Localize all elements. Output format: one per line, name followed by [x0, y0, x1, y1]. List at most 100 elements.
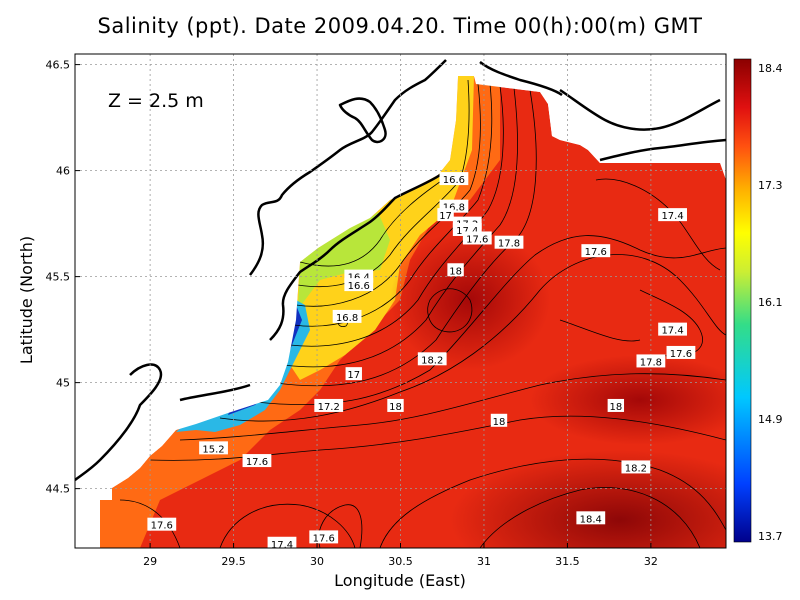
contour-label-text: 16.8: [443, 203, 465, 214]
contour-label-bg: [345, 367, 362, 381]
colorbar-tick-label: 14.9: [758, 413, 783, 426]
contour-label-text: 18: [449, 266, 462, 277]
contour-label: 18: [607, 398, 625, 413]
contour-label-text: 18: [389, 402, 402, 413]
contour-label-text: 17.6: [246, 457, 268, 468]
contour-label: 17.4: [658, 208, 687, 222]
x-tick-label: 32: [644, 555, 658, 568]
salinity-field: [75, 54, 726, 548]
contour-label: 17.4: [267, 536, 297, 551]
contour-label-bg: [607, 398, 625, 412]
contour-label-bg: [314, 398, 344, 412]
contour-label: 18.4: [576, 511, 606, 525]
contour-label-bg: [199, 441, 228, 455]
contour-label-bg: [462, 231, 492, 245]
contour-label-text: 17.6: [585, 247, 607, 258]
colorbar-tick-label: 13.7: [758, 530, 783, 543]
y-tick-labels: 46.5 46 45.5 45 44.5: [46, 59, 80, 496]
y-tick-label: 45.5: [46, 271, 71, 284]
colorbar-tick-label: 18.4: [758, 62, 783, 75]
contour-label-bg: [576, 511, 606, 525]
x-tick-label: 30.5: [388, 555, 413, 568]
map-title: Salinity (ppt). Date 2009.04.20. Time 00…: [97, 14, 703, 38]
contour-label-text: 17: [347, 370, 360, 381]
x-tick-label: 31.5: [555, 555, 580, 568]
contour-label-bg: [267, 536, 297, 550]
contour-label: 17.6: [242, 454, 272, 468]
contour-label-bg: [581, 244, 611, 258]
contour-label-bg: [332, 309, 362, 323]
contour-label: 16.8: [332, 309, 362, 324]
contour-label-text: 16.6: [348, 281, 370, 292]
contour-label: 17.2: [314, 398, 344, 413]
contour-label-text: 17.2: [318, 402, 340, 413]
high-salinity-south: [450, 450, 726, 548]
contour-label-bg: [147, 517, 177, 531]
contour-label-bg: [666, 345, 696, 359]
contour-label-text: 17.8: [498, 239, 520, 250]
contour-label-text: 17.6: [670, 349, 692, 360]
x-tick-label: 30: [310, 555, 324, 568]
colorbar-tick-label: 17.3: [758, 179, 783, 192]
contour-label-text: 16.6: [443, 175, 465, 186]
contour-label-text: 15.2: [202, 444, 224, 455]
contour-label-layer: 16.616.81717.217.417.617.81816.416.616.8…: [147, 172, 696, 551]
contour-label-bg: [439, 172, 469, 186]
contour-label: 17.8: [494, 235, 524, 250]
contour-label: 17.8: [636, 354, 666, 368]
contour-lines: [119, 79, 726, 548]
colorbar-tick-label: 16.1: [758, 296, 783, 309]
x-axis-label: Longitude (East): [334, 571, 466, 590]
contour-label-bg: [490, 413, 508, 427]
contour-label-bg: [417, 352, 447, 366]
contour-label: 17: [437, 208, 454, 222]
contour-label-bg: [658, 322, 687, 336]
contour-label-text: 16.8: [336, 313, 358, 324]
contour-label-text: 18.2: [421, 355, 443, 366]
y-axis-label: Latitude (North): [17, 236, 36, 364]
contour-label-text: 18.4: [580, 514, 602, 525]
y-tick-label: 46.5: [46, 59, 71, 72]
depth-label: Z = 2.5 m: [108, 90, 204, 112]
contour-label-bg: [309, 530, 339, 544]
land-west: [75, 54, 458, 548]
contour-label-text: 17.4: [661, 211, 683, 222]
contour-label: 16.6: [439, 172, 469, 186]
x-tick-labels: 29 29.5 30 30.5 31 31.5 32: [143, 543, 658, 568]
colorbar: [733, 58, 752, 543]
contour-label-text: 17.4: [271, 540, 293, 551]
contour-label-bg: [447, 263, 464, 277]
contour-label-bg: [636, 354, 666, 368]
contour-label-bg: [437, 208, 454, 222]
grid-lines: [75, 54, 726, 548]
x-tick-label: 29: [143, 555, 157, 568]
contour-label-bg: [658, 208, 687, 222]
contour-label: 16.6: [344, 278, 374, 292]
contour-label-text: 17.6: [466, 234, 488, 245]
contour-label: 18: [387, 398, 404, 413]
contour-label: 17.6: [581, 244, 611, 258]
land-north-east: [474, 54, 726, 163]
contour-label-text: 17.4: [661, 326, 683, 337]
contour-label: 17.6: [666, 345, 696, 360]
contour-label-bg: [494, 235, 524, 249]
contour-label-text: 18.2: [625, 463, 647, 474]
contour-label-text: 17.8: [640, 357, 662, 368]
contour-label-text: 17: [439, 211, 452, 222]
y-tick-label: 44.5: [46, 483, 71, 496]
contour-label: 18: [490, 413, 508, 428]
y-tick-label: 46: [56, 165, 70, 178]
contour-label: 17.6: [309, 530, 339, 544]
land: [75, 54, 726, 548]
coastline: [75, 59, 726, 481]
contour-label-text: 17.6: [151, 521, 173, 532]
high-salinity-east: [530, 355, 726, 445]
contour-label: 17.4: [658, 322, 687, 337]
contour-label: 15.2: [199, 441, 228, 455]
y-tick-label: 45: [56, 377, 70, 390]
contour-label: 17.6: [147, 517, 177, 532]
x-tick-label: 29.5: [221, 555, 246, 568]
contour-label-text: 17.6: [313, 533, 335, 544]
colorbar-tick-labels: 18.4 17.3 16.1 14.9 13.7: [758, 62, 783, 543]
